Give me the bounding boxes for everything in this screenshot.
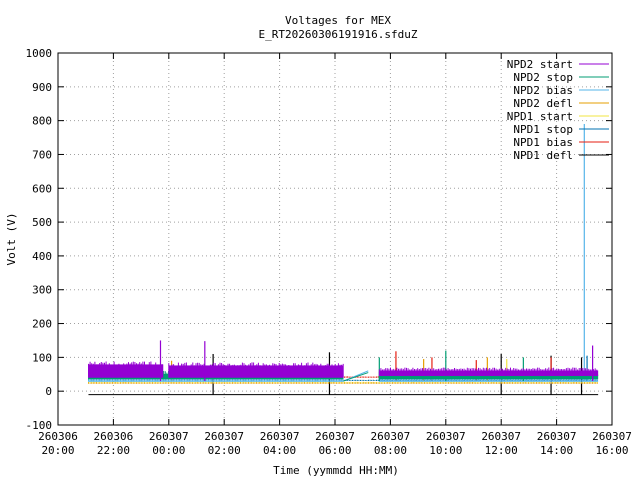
y-tick-label: 600 bbox=[32, 182, 52, 195]
series-npd2-defl bbox=[88, 357, 598, 384]
x-tick-label-time: 06:00 bbox=[318, 444, 351, 457]
series-band bbox=[379, 370, 535, 376]
legend-label: NPD2 stop bbox=[513, 71, 573, 84]
y-tick-label: 500 bbox=[32, 216, 52, 229]
series-band bbox=[88, 380, 344, 382]
x-tick-label-time: 02:00 bbox=[208, 444, 241, 457]
y-tick-label: 0 bbox=[45, 385, 52, 398]
x-tick-label-time: 14:00 bbox=[540, 444, 573, 457]
x-tick-label-time: 04:00 bbox=[263, 444, 296, 457]
x-tick-label-date: 260307 bbox=[260, 430, 300, 443]
legend-label: NPD1 defl bbox=[513, 149, 573, 162]
series-oscillation bbox=[88, 361, 163, 378]
grid-layer bbox=[58, 53, 612, 425]
y-tick-label: 900 bbox=[32, 81, 52, 94]
legend-label: NPD1 bias bbox=[513, 136, 573, 149]
x-tick-label-date: 260306 bbox=[38, 430, 78, 443]
x-tick-label-time: 20:00 bbox=[41, 444, 74, 457]
x-tick-label-date: 260307 bbox=[315, 430, 355, 443]
x-tick-label-date: 260307 bbox=[592, 430, 632, 443]
chart-subtitle: E_RT20260306191916.sfduZ bbox=[259, 28, 418, 41]
y-axis-label: Volt (V) bbox=[5, 213, 18, 266]
series-oscillation bbox=[88, 382, 598, 384]
y-tick-label: 1000 bbox=[26, 47, 53, 60]
x-tick-label-date: 260306 bbox=[94, 430, 134, 443]
x-tick-label-date: 260307 bbox=[481, 430, 521, 443]
series-oscillation bbox=[168, 362, 344, 378]
x-tick-label-time: 22:00 bbox=[97, 444, 130, 457]
x-tick-label-date: 260307 bbox=[204, 430, 244, 443]
series-band bbox=[379, 374, 599, 380]
series-layer bbox=[88, 124, 599, 396]
series-oscillation bbox=[88, 377, 344, 382]
series-oscillation bbox=[533, 367, 598, 376]
y-tick-label: 200 bbox=[32, 318, 52, 331]
x-tick-label-date: 260307 bbox=[426, 430, 466, 443]
x-tick-label-time: 08:00 bbox=[374, 444, 407, 457]
x-tick-label-date: 260307 bbox=[371, 430, 411, 443]
x-tick-label-date: 260307 bbox=[149, 430, 189, 443]
ticks-layer: -100 0 100 200 300 400 500 600 700 800 900 1000 2603… bbox=[26, 47, 632, 457]
y-tick-label: 400 bbox=[32, 250, 52, 263]
legend-label: NPD1 start bbox=[507, 110, 573, 123]
x-tick-label-date: 260307 bbox=[537, 430, 577, 443]
legend-label: NPD2 defl bbox=[513, 97, 573, 110]
legend-label: NPD2 start bbox=[507, 58, 573, 71]
series-npd2-start bbox=[88, 340, 599, 382]
series-band bbox=[379, 380, 599, 382]
y-tick-label: -100 bbox=[26, 419, 53, 432]
x-tick-label-time: 16:00 bbox=[595, 444, 628, 457]
x-tick-label-time: 12:00 bbox=[485, 444, 518, 457]
series-transition bbox=[343, 372, 369, 382]
x-axis-label: Time (yymmdd HH:MM) bbox=[273, 464, 399, 477]
y-tick-label: 700 bbox=[32, 148, 52, 161]
series-npd2-bias bbox=[88, 124, 599, 382]
y-tick-label: 100 bbox=[32, 351, 52, 364]
legend-label: NPD1 stop bbox=[513, 123, 573, 136]
x-tick-label-time: 10:00 bbox=[429, 444, 462, 457]
y-tick-label: 800 bbox=[32, 115, 52, 128]
x-tick-label-time: 00:00 bbox=[152, 444, 185, 457]
legend-label: NPD2 bias bbox=[513, 84, 573, 97]
chart-title: Voltages for MEX bbox=[285, 14, 391, 27]
series-oscillation bbox=[378, 367, 534, 376]
y-tick-label: 300 bbox=[32, 284, 52, 297]
